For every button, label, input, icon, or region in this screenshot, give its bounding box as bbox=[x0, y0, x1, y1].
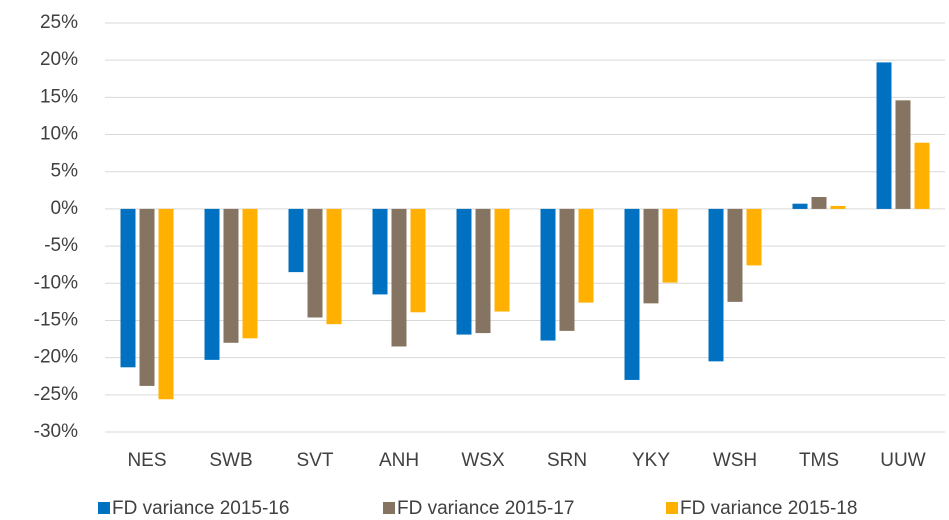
legend-label: FD variance 2015-16 bbox=[112, 498, 289, 519]
legend-swatch bbox=[666, 502, 678, 514]
bar bbox=[242, 208, 258, 339]
bar bbox=[139, 208, 155, 386]
bar bbox=[895, 100, 911, 209]
bar bbox=[559, 208, 575, 331]
y-tick-label: -15% bbox=[34, 309, 78, 330]
bar bbox=[204, 208, 220, 360]
x-tick-label: UUW bbox=[880, 450, 925, 471]
x-tick-label: SWB bbox=[209, 450, 252, 471]
y-tick-label: -25% bbox=[34, 384, 78, 405]
y-tick-label: 15% bbox=[40, 86, 78, 107]
legend-swatch bbox=[98, 502, 110, 514]
x-tick-label: TMS bbox=[799, 450, 839, 471]
legend-label: FD variance 2015-17 bbox=[397, 498, 574, 519]
bar bbox=[830, 205, 846, 209]
bar bbox=[643, 208, 659, 304]
x-tick-label: WSX bbox=[461, 450, 505, 471]
bar bbox=[475, 208, 491, 334]
x-tick-label: ANH bbox=[379, 450, 419, 471]
bar bbox=[727, 208, 743, 302]
y-tick-label: 25% bbox=[40, 12, 78, 33]
bar bbox=[158, 208, 174, 400]
bar bbox=[662, 208, 678, 283]
bar bbox=[914, 142, 930, 209]
bar bbox=[223, 208, 239, 343]
bar bbox=[372, 208, 388, 295]
bar bbox=[410, 208, 426, 313]
bar bbox=[307, 208, 323, 318]
y-tick-label: 20% bbox=[40, 49, 78, 70]
bar bbox=[811, 197, 827, 209]
bar bbox=[120, 208, 136, 368]
x-tick-label: SVT bbox=[297, 450, 334, 471]
legend-swatch bbox=[383, 502, 395, 514]
bar bbox=[288, 208, 304, 273]
y-tick-label: 5% bbox=[51, 161, 79, 182]
x-tick-label: WSH bbox=[713, 450, 757, 471]
bar bbox=[708, 208, 724, 362]
bar bbox=[456, 208, 472, 335]
bar bbox=[792, 203, 808, 209]
bar bbox=[391, 208, 407, 347]
y-tick-label: -5% bbox=[44, 235, 78, 256]
bar bbox=[578, 208, 594, 303]
bar bbox=[876, 62, 892, 209]
y-tick-label: -30% bbox=[34, 421, 78, 442]
bar bbox=[624, 208, 640, 380]
bar bbox=[540, 208, 556, 341]
x-tick-label: SRN bbox=[547, 450, 587, 471]
y-tick-label: -20% bbox=[34, 347, 78, 368]
x-tick-label: YKY bbox=[632, 450, 670, 471]
bar bbox=[494, 208, 510, 312]
bar bbox=[746, 208, 762, 266]
x-tick-label: NES bbox=[127, 450, 166, 471]
bar bbox=[326, 208, 342, 325]
y-tick-label: 0% bbox=[51, 198, 79, 219]
legend-label: FD variance 2015-18 bbox=[680, 498, 857, 519]
y-tick-label: -10% bbox=[34, 272, 78, 293]
y-tick-label: 10% bbox=[40, 124, 78, 145]
